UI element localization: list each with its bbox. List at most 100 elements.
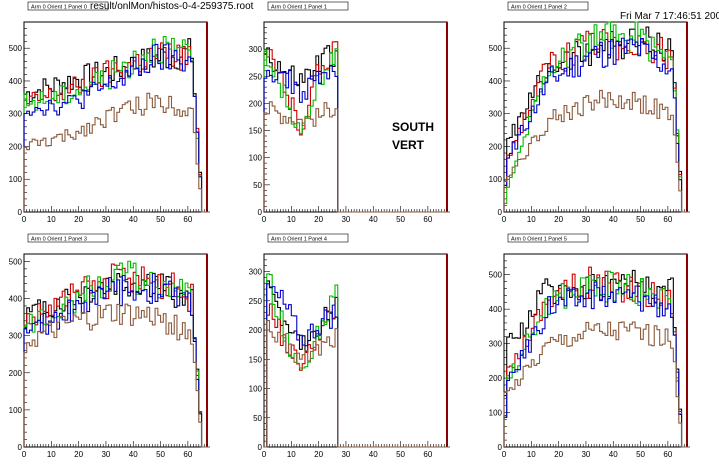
filename-header: result/onlMon/histos-0-4-259375.root: [90, 1, 254, 12]
panel-title: Arm 0 Orient 1 Panel 3: [31, 237, 87, 243]
y-tick-label: 300: [249, 268, 263, 277]
series-red: [503, 28, 690, 213]
timestamp-header: Fri Mar 7 17:46:51 2008: [620, 11, 719, 22]
x-tick-label: 30: [101, 450, 110, 459]
panel-title-box: [267, 1, 349, 11]
x-tick-label: 50: [636, 450, 645, 459]
y-tick-label: 400: [489, 77, 503, 86]
series-black: [23, 273, 210, 448]
panel-3: Arm 0 Orient 1 Panel 3 0 10 20 30 40 50 60 0 100 2…: [9, 233, 210, 459]
series-brown: [503, 89, 690, 213]
y-tick-label: 0: [258, 443, 263, 452]
panel-title: Arm 0 Orient 1 Panel 4: [271, 237, 327, 243]
y-tick-label: 100: [9, 406, 23, 415]
y-tick-label: 400: [9, 77, 23, 86]
x-tick-label: 10: [527, 215, 536, 224]
x-tick-label: 0: [22, 215, 27, 224]
series-green: [264, 273, 450, 448]
series-blue: [503, 37, 690, 213]
x-tick-label: 30: [581, 450, 590, 459]
y-tick-label: 500: [489, 44, 503, 53]
series-brown: [263, 101, 450, 213]
x-tick-label: 60: [663, 215, 672, 224]
x-tick-label: 30: [341, 450, 350, 459]
series-red: [264, 303, 450, 448]
series-blue: [503, 281, 690, 448]
y-tick-label: 400: [9, 295, 23, 304]
x-tick-label: 50: [396, 450, 405, 459]
x-tick-label: 30: [101, 215, 110, 224]
y-tick-label: 100: [489, 409, 503, 418]
series-blue: [264, 283, 450, 448]
x-tick-label: 40: [369, 450, 378, 459]
series-brown: [23, 92, 210, 213]
y-tick-label: 300: [489, 340, 503, 349]
x-tick-label: 40: [129, 215, 138, 224]
panel-1: Arm 0 Orient 1 Panel 1 0 10 20 30 40 50 60 0 50 10…: [249, 1, 450, 224]
x-tick-label: 0: [262, 450, 267, 459]
y-tick-label: 100: [249, 154, 263, 163]
y-tick-label: 100: [489, 175, 503, 184]
x-tick-label: 60: [183, 450, 192, 459]
x-tick-label: 20: [74, 215, 83, 224]
panel-2: Arm 0 Orient 1 Panel 2 0 10 20 30 40 50 60 0 100 2…: [489, 1, 690, 224]
y-tick-label: 300: [9, 110, 23, 119]
x-tick-label: 50: [396, 215, 405, 224]
series-blue: [23, 273, 210, 448]
panel-title: Arm 0 Orient 1 Panel 5: [511, 237, 567, 243]
x-tick-label: 0: [502, 215, 507, 224]
panel-0: Arm 0 Orient 1 Panel 0 0 10 20 30 40 50 60 0 100 2…: [9, 1, 210, 224]
y-tick-label: 150: [249, 355, 263, 364]
x-tick-label: 10: [47, 450, 56, 459]
x-tick-label: 10: [527, 450, 536, 459]
x-tick-label: 40: [609, 450, 618, 459]
y-tick-label: 0: [258, 208, 263, 217]
x-tick-label: 50: [156, 450, 165, 459]
x-tick-label: 0: [22, 450, 27, 459]
x-tick-label: 0: [262, 215, 267, 224]
x-tick-label: 10: [287, 215, 296, 224]
annotation-vert: VERT: [392, 138, 425, 152]
x-tick-label: 60: [663, 450, 672, 459]
panel-title: Arm 0 Orient 1 Panel 0: [31, 5, 87, 11]
y-tick-label: 300: [249, 45, 263, 54]
x-tick-label: 0: [502, 450, 507, 459]
x-tick-label: 10: [287, 450, 296, 459]
y-tick-label: 200: [249, 326, 263, 335]
x-tick-label: 50: [156, 215, 165, 224]
y-tick-label: 0: [18, 208, 23, 217]
x-tick-label: 20: [314, 215, 323, 224]
panel-title-box: [507, 1, 589, 11]
x-tick-label: 20: [314, 450, 323, 459]
y-tick-label: 0: [18, 443, 23, 452]
y-tick-label: 200: [249, 99, 263, 108]
y-tick-label: 400: [489, 305, 503, 314]
x-tick-label: 10: [47, 215, 56, 224]
y-tick-label: 500: [489, 271, 503, 280]
x-tick-label: 30: [581, 215, 590, 224]
x-tick-label: 40: [609, 215, 618, 224]
panel-title: Arm 0 Orient 1 Panel 2: [511, 5, 567, 11]
y-tick-label: 200: [489, 374, 503, 383]
x-tick-label: 60: [423, 215, 432, 224]
y-tick-label: 100: [9, 175, 23, 184]
x-tick-label: 40: [129, 450, 138, 459]
panel-title-box: [27, 233, 109, 243]
y-tick-label: 0: [498, 443, 503, 452]
y-tick-label: 500: [9, 44, 23, 53]
y-tick-label: 250: [249, 72, 263, 81]
y-tick-label: 300: [489, 110, 503, 119]
y-tick-label: 200: [9, 142, 23, 151]
y-tick-label: 250: [249, 297, 263, 306]
y-tick-label: 300: [9, 332, 23, 341]
y-tick-label: 500: [9, 257, 23, 266]
series-blue: [23, 43, 210, 213]
series-brown: [23, 303, 210, 448]
x-tick-label: 40: [369, 215, 378, 224]
x-tick-label: 60: [183, 215, 192, 224]
x-tick-label: 30: [341, 215, 350, 224]
series-brown: [264, 320, 450, 448]
series-black: [23, 38, 210, 213]
annotation-south: SOUTH: [392, 120, 434, 134]
